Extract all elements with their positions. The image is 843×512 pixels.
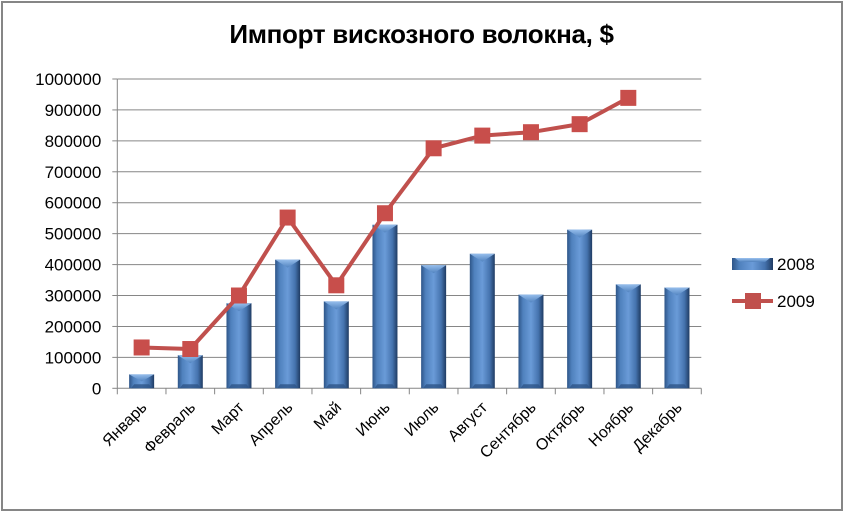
y-tick-label: 1000000 <box>35 70 101 89</box>
x-tick-label: Февраль <box>141 399 199 457</box>
line-marker <box>133 339 150 356</box>
legend-label-2009: 2009 <box>777 292 815 311</box>
legend: 2008 2009 <box>732 255 815 311</box>
bar <box>469 253 495 389</box>
y-tick-label: 500000 <box>45 225 102 244</box>
bar <box>664 287 690 389</box>
y-tick-label: 700000 <box>45 163 102 182</box>
line-marker <box>328 277 345 294</box>
bar <box>323 301 349 389</box>
bar <box>177 355 203 389</box>
bar <box>372 224 398 389</box>
y-tick-label: 200000 <box>45 317 102 336</box>
y-tick-label: 900000 <box>45 101 102 120</box>
bar <box>518 294 544 389</box>
line-marker <box>522 124 539 141</box>
x-tick-label: Май <box>311 399 345 433</box>
x-tick-label: Июль <box>402 399 443 440</box>
gridlines <box>117 78 702 358</box>
legend-item-2008: 2008 <box>732 255 815 274</box>
legend-swatch-highlight <box>735 258 770 262</box>
line-marker <box>474 127 491 144</box>
x-tick-label: Июнь <box>353 399 394 440</box>
y-tick-label: 400000 <box>45 256 102 275</box>
line-marker <box>376 205 393 222</box>
bar <box>275 259 301 389</box>
x-tick-label: Март <box>209 399 249 439</box>
legend-marker-2009 <box>745 293 761 309</box>
y-tick-label: 0 <box>92 379 101 398</box>
bar <box>615 284 641 389</box>
line-marker <box>571 116 588 133</box>
line-marker <box>182 341 199 358</box>
y-tick-label: 800000 <box>45 132 102 151</box>
series-2008-bars <box>129 224 690 389</box>
y-tick-label: 600000 <box>45 194 102 213</box>
x-tick-label: Октябрь <box>533 399 589 455</box>
x-tick-label: Август <box>445 399 492 446</box>
x-tick-label: Декабрь <box>630 399 686 455</box>
bar <box>421 265 447 389</box>
chart-title: Импорт вискозного волокна, $ <box>229 19 614 49</box>
legend-label-2008: 2008 <box>777 255 815 274</box>
x-tick-label: Апрель <box>246 399 296 449</box>
bar <box>567 229 593 389</box>
y-tick-label: 300000 <box>45 287 102 306</box>
line-marker <box>279 209 296 226</box>
y-axis: 0 100000 200000 300000 400000 500000 600000 700… <box>35 70 118 398</box>
line-marker <box>620 89 637 106</box>
legend-item-2009: 2009 <box>732 292 815 311</box>
series-2009-line <box>133 89 637 358</box>
line-marker <box>425 140 442 157</box>
bar <box>226 303 252 389</box>
line-marker <box>230 287 247 304</box>
y-tick-label: 100000 <box>45 348 102 367</box>
bar <box>129 374 155 389</box>
